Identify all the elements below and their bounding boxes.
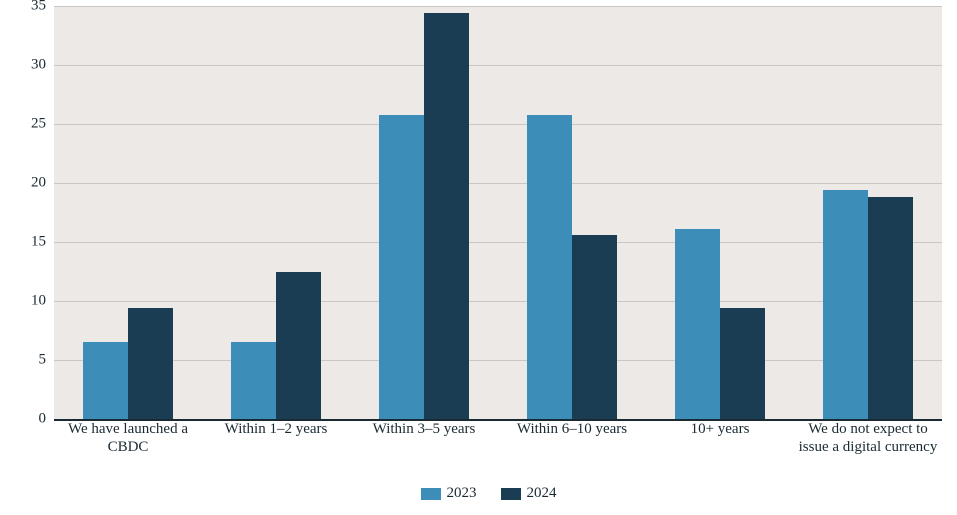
legend-item: 2024 (501, 485, 557, 502)
bar (823, 190, 868, 419)
y-tick-label: 5 (10, 352, 46, 369)
x-category-label: We have launched a CBDC (54, 421, 202, 456)
bar (276, 272, 321, 420)
bar (572, 235, 617, 419)
bar (379, 115, 424, 419)
x-category-label: 10+ years (646, 421, 794, 439)
gridline (54, 242, 942, 243)
legend-swatch (421, 488, 441, 500)
x-category-label: Within 3–5 years (350, 421, 498, 439)
bar (720, 308, 765, 419)
gridline (54, 183, 942, 184)
x-category-label: We do not expect to issue a digital curr… (794, 421, 942, 456)
plot-area (54, 6, 942, 419)
legend-swatch (501, 488, 521, 500)
bar (527, 115, 572, 419)
x-category-label: Within 1–2 years (202, 421, 350, 439)
legend-label: 2024 (527, 485, 557, 502)
bar (675, 229, 720, 419)
y-tick-label: 10 (10, 293, 46, 310)
gridline (54, 6, 942, 7)
bar (424, 13, 469, 419)
gridline (54, 360, 942, 361)
y-axis: 05101520253035 (10, 6, 54, 419)
y-tick-label: 15 (10, 234, 46, 251)
gridline (54, 124, 942, 125)
bar (868, 197, 913, 419)
y-tick-label: 25 (10, 116, 46, 133)
bar (128, 308, 173, 419)
legend: 2023 2024 (10, 485, 957, 505)
y-tick-label: 35 (10, 0, 46, 15)
gridline (54, 301, 942, 302)
x-axis: We have launched a CBDCWithin 1–2 yearsW… (54, 421, 942, 481)
legend-label: 2023 (447, 485, 477, 502)
y-tick-label: 20 (10, 175, 46, 192)
gridline (54, 65, 942, 66)
legend-item: 2023 (421, 485, 477, 502)
bar (83, 342, 128, 419)
cbdc-timeline-chart: 05101520253035 We have launched a CBDCWi… (10, 6, 947, 506)
bar (231, 342, 276, 419)
y-tick-label: 30 (10, 57, 46, 74)
y-tick-label: 0 (10, 411, 46, 428)
x-category-label: Within 6–10 years (498, 421, 646, 439)
